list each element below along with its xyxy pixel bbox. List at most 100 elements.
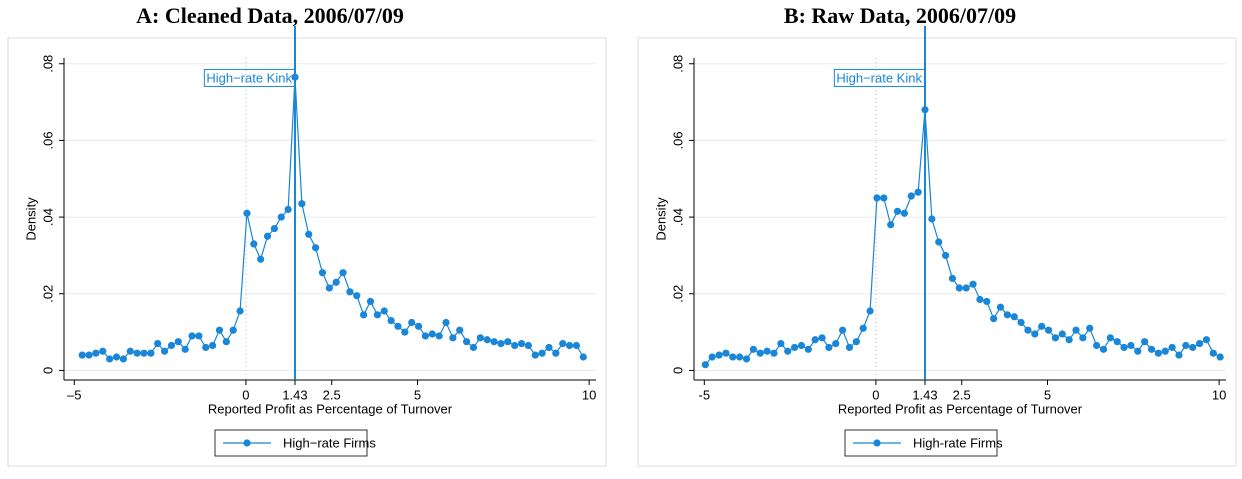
data-point bbox=[174, 338, 182, 346]
data-point bbox=[935, 238, 943, 246]
x-tick-label: 5 bbox=[1044, 387, 1051, 402]
data-point bbox=[777, 339, 785, 348]
y-axis-label: Density bbox=[653, 197, 668, 241]
data-point bbox=[394, 322, 402, 330]
data-point bbox=[490, 338, 498, 346]
data-point bbox=[284, 205, 292, 214]
annotation: High−rate Kink bbox=[206, 70, 292, 85]
data-point bbox=[78, 351, 86, 359]
data-point bbox=[784, 347, 792, 355]
x-tick-label: 10 bbox=[582, 387, 596, 402]
x-tick-label: 0 bbox=[242, 387, 249, 402]
data-point bbox=[119, 355, 127, 363]
data-point bbox=[524, 341, 532, 350]
data-point bbox=[941, 251, 950, 260]
data-point bbox=[811, 336, 819, 344]
data-point bbox=[298, 200, 306, 208]
y-tick-label: 0 bbox=[40, 367, 55, 374]
data-point bbox=[1161, 347, 1169, 355]
data-point bbox=[900, 209, 908, 217]
data-point bbox=[1031, 330, 1039, 338]
data-point bbox=[1017, 318, 1025, 327]
data-point bbox=[428, 330, 436, 338]
data-point bbox=[839, 326, 847, 334]
y-tick-label: .06 bbox=[670, 131, 685, 149]
data-point bbox=[469, 343, 478, 352]
data-point bbox=[483, 336, 491, 344]
data-point bbox=[1141, 338, 1149, 346]
data-point bbox=[1113, 338, 1121, 346]
data-point bbox=[818, 334, 826, 342]
data-point bbox=[202, 343, 210, 352]
data-point bbox=[126, 347, 134, 355]
x-tick-label: 2.5 bbox=[953, 387, 971, 402]
data-point bbox=[387, 316, 395, 325]
data-point bbox=[983, 297, 991, 306]
data-point bbox=[435, 332, 443, 340]
data-point bbox=[990, 315, 998, 323]
data-point bbox=[112, 353, 121, 361]
data-point bbox=[456, 326, 464, 334]
data-point bbox=[790, 343, 799, 352]
data-point bbox=[969, 280, 977, 288]
legend-label: High-rate Firms bbox=[913, 435, 1003, 450]
x-tick-label: 0 bbox=[872, 387, 879, 402]
data-point bbox=[763, 347, 771, 355]
data-point bbox=[332, 278, 340, 286]
data-point bbox=[106, 355, 114, 363]
legend-box bbox=[844, 429, 998, 457]
data-point bbox=[873, 194, 881, 202]
data-point bbox=[1093, 341, 1101, 350]
data-point bbox=[517, 339, 526, 348]
chart-title: B: Raw Data, 2006/07/09 bbox=[784, 3, 1016, 28]
data-point bbox=[250, 240, 258, 248]
data-point bbox=[1106, 334, 1114, 342]
data-point bbox=[1051, 334, 1060, 342]
data-point bbox=[1202, 336, 1211, 344]
y-tick-label: .04 bbox=[670, 208, 685, 226]
data-point bbox=[1216, 353, 1224, 361]
data-point bbox=[715, 351, 723, 359]
data-point bbox=[154, 339, 162, 348]
data-point bbox=[804, 345, 812, 353]
data-point bbox=[928, 215, 936, 223]
data-point bbox=[756, 349, 764, 357]
data-point bbox=[511, 341, 519, 350]
data-point bbox=[421, 332, 430, 340]
data-point bbox=[708, 353, 716, 361]
data-point bbox=[749, 345, 757, 353]
data-point bbox=[318, 269, 327, 277]
data-point bbox=[222, 338, 230, 346]
data-point bbox=[1038, 322, 1046, 330]
y-tick-label: .02 bbox=[670, 285, 685, 303]
data-point bbox=[1182, 341, 1190, 350]
data-point bbox=[572, 341, 581, 350]
data-point bbox=[277, 213, 285, 221]
data-point bbox=[729, 353, 737, 361]
data-point bbox=[797, 341, 806, 350]
y-tick-label: .08 bbox=[40, 55, 55, 73]
data-point bbox=[1189, 343, 1197, 352]
data-point bbox=[1058, 330, 1066, 338]
data-point bbox=[701, 361, 709, 369]
y-tick-label: 0 bbox=[670, 367, 685, 374]
data-point bbox=[1120, 343, 1128, 352]
data-point bbox=[442, 318, 450, 327]
legend-label: High−rate Firms bbox=[283, 435, 376, 450]
data-point bbox=[914, 188, 922, 196]
data-point bbox=[545, 343, 553, 352]
data-point bbox=[1134, 347, 1142, 355]
panel: B: Raw Data, 2006/07/09 0 .02 .04 .06 .08 -5 0 1… bbox=[637, 3, 1237, 467]
annotation-box bbox=[833, 68, 925, 87]
data-point bbox=[1209, 349, 1217, 357]
data-point bbox=[1147, 345, 1156, 353]
data-point bbox=[140, 349, 148, 357]
x-tick-label: 2.5 bbox=[323, 387, 341, 402]
data-point bbox=[1044, 326, 1053, 334]
panel-frame bbox=[637, 37, 1237, 467]
data-point bbox=[147, 349, 155, 357]
data-point bbox=[948, 274, 957, 283]
data-point bbox=[579, 353, 587, 361]
annotation-box bbox=[203, 68, 295, 87]
